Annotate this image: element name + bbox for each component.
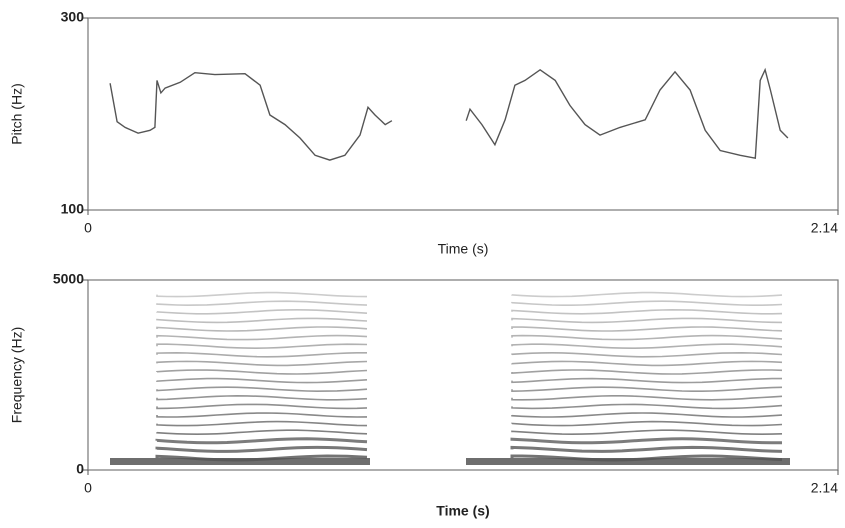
y-tick-label: 100 xyxy=(61,201,85,217)
harmonic-band xyxy=(155,445,368,453)
harmonic-band xyxy=(511,326,783,332)
harmonic-band xyxy=(156,360,368,367)
harmonic-band xyxy=(156,412,368,418)
harmonic-band xyxy=(156,343,368,350)
harmonic-band xyxy=(511,343,783,350)
y-tick-label: 300 xyxy=(61,9,85,25)
harmonic-band xyxy=(511,360,783,367)
harmonic-band xyxy=(510,437,783,445)
harmonic-band xyxy=(511,334,783,341)
harmonic-band xyxy=(511,386,783,393)
plot-frame xyxy=(87,279,839,471)
harmonic-band xyxy=(511,420,783,427)
harmonic-band xyxy=(156,429,368,436)
harmonic-band xyxy=(511,403,783,410)
y-axis-label: Pitch (Hz) xyxy=(9,83,25,144)
harmonic-band xyxy=(156,403,368,410)
harmonic-band xyxy=(156,377,368,384)
y-tick-label: 0 xyxy=(76,461,84,477)
x-axis-label: Time (s) xyxy=(438,241,489,257)
harmonic-band xyxy=(511,300,783,306)
harmonic-band xyxy=(511,369,783,375)
harmonic-band xyxy=(156,308,368,315)
harmonic-band xyxy=(511,412,783,418)
harmonic-band xyxy=(511,429,783,436)
spectrogram-texture xyxy=(110,291,790,465)
harmonic-band xyxy=(511,317,783,324)
pitch-line xyxy=(109,67,789,161)
y-tick-label: 5000 xyxy=(53,271,84,287)
x-axis-label: Time (s) xyxy=(436,503,489,519)
harmonic-band xyxy=(156,291,368,298)
harmonic-band xyxy=(156,326,368,332)
harmonic-band xyxy=(156,394,368,401)
low-band xyxy=(466,458,790,465)
harmonic-band xyxy=(156,420,368,427)
y-axis-label: Frequency (Hz) xyxy=(9,327,25,423)
harmonic-band xyxy=(511,308,783,315)
harmonic-band xyxy=(156,369,368,375)
harmonic-band xyxy=(511,291,783,298)
harmonic-band xyxy=(511,377,782,384)
harmonic-band xyxy=(156,334,368,341)
plot-frame xyxy=(87,17,839,211)
low-band xyxy=(110,458,370,465)
harmonic-band xyxy=(156,300,368,307)
x-tick-label: 2.14 xyxy=(811,220,838,236)
x-tick-label: 0 xyxy=(84,220,92,236)
x-tick-label: 2.14 xyxy=(811,480,838,496)
harmonic-band xyxy=(511,351,783,358)
harmonic-band xyxy=(511,395,783,401)
harmonic-band xyxy=(156,317,368,324)
harmonic-band xyxy=(510,445,783,453)
harmonic-band xyxy=(156,386,368,393)
harmonic-band xyxy=(156,351,367,358)
x-tick-label: 0 xyxy=(84,480,92,496)
harmonic-band xyxy=(155,437,368,445)
